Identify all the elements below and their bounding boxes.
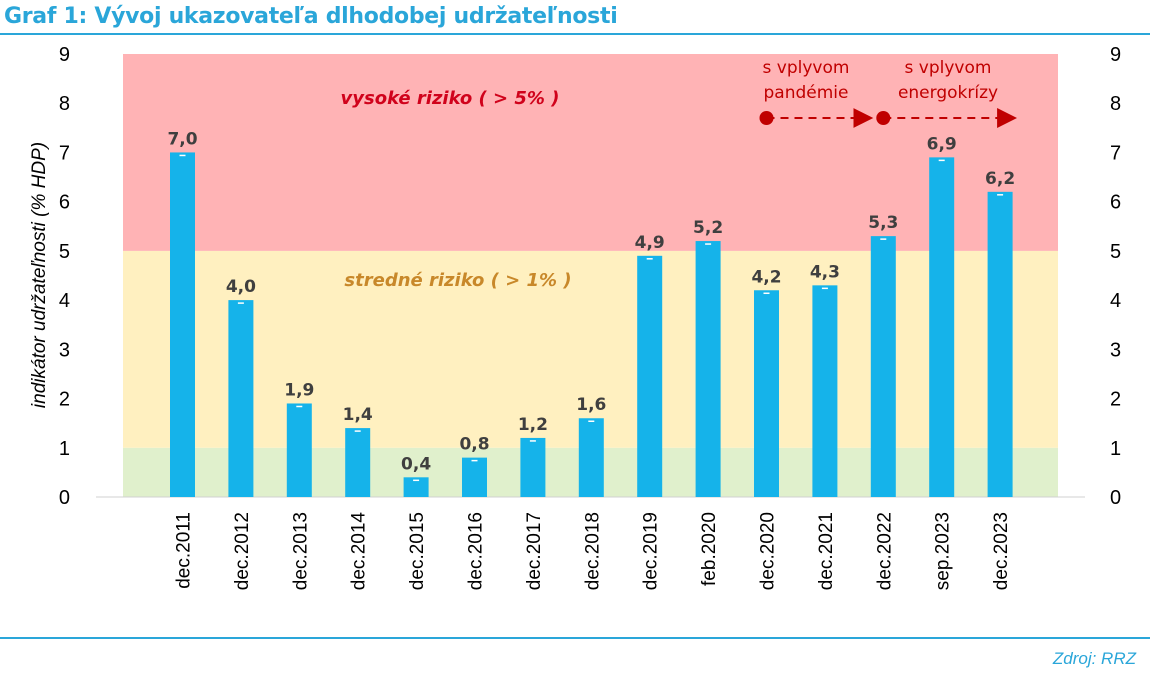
annotation-label-line2: pandémie xyxy=(764,83,849,103)
zone-high-label: vysoké riziko ( > 5% ) xyxy=(341,88,560,109)
x-tick-label: dec.2020 xyxy=(758,512,779,590)
x-tick-label: feb.2020 xyxy=(699,512,720,586)
data-label: 6,2 xyxy=(985,169,1015,189)
x-tick-label: dec.2012 xyxy=(232,512,253,590)
bar-dec.2011 xyxy=(170,152,195,497)
bar-dec.2017 xyxy=(520,437,546,497)
x-tick-label: dec.2021 xyxy=(816,512,837,590)
y-tick-right: 0 xyxy=(1110,487,1121,509)
data-label: 5,3 xyxy=(868,213,898,233)
bar-dec.2016 xyxy=(462,457,487,497)
data-label: 4,3 xyxy=(810,262,840,282)
bar-dec.2020 xyxy=(754,290,779,497)
zone-medium-risk xyxy=(123,250,1058,448)
annotation-start-dot xyxy=(759,111,774,125)
y-tick-left: 8 xyxy=(59,93,70,115)
bar-dec.2023 xyxy=(987,191,1013,498)
bar-dec.2015 xyxy=(403,477,429,497)
title-divider xyxy=(0,33,1150,35)
y-axis-label: indikátor udržateľnosti (% HDP) xyxy=(29,142,50,408)
zone-mid-label: stredné riziko ( > 1% ) xyxy=(344,270,571,291)
bar-dec.2013 xyxy=(286,403,312,497)
y-tick-right: 9 xyxy=(1110,44,1121,66)
bar-dec.2018 xyxy=(578,418,604,497)
x-tick-label: dec.2018 xyxy=(582,512,603,590)
y-tick-right: 2 xyxy=(1110,389,1121,411)
y-tick-right: 6 xyxy=(1110,192,1121,214)
y-tick-right: 4 xyxy=(1110,290,1121,312)
data-label: 6,9 xyxy=(927,134,957,154)
data-label: 1,2 xyxy=(518,415,548,435)
y-tick-left: 3 xyxy=(59,339,70,361)
data-label: 1,9 xyxy=(284,380,314,400)
annotation-label-line1: s vplyvom xyxy=(905,58,992,78)
x-tick-label: dec.2022 xyxy=(874,512,895,590)
y-tick-left: 9 xyxy=(59,44,70,66)
x-tick-label: dec.2017 xyxy=(524,512,545,590)
data-label: 4,2 xyxy=(751,267,781,287)
bar-sep.2023 xyxy=(929,157,955,497)
y-tick-right: 1 xyxy=(1110,438,1121,460)
y-tick-left: 1 xyxy=(59,438,70,460)
annotation-label-line2: energokrízy xyxy=(898,83,998,103)
bar-dec.2012 xyxy=(228,300,254,497)
x-tick-label: dec.2023 xyxy=(991,512,1012,590)
y-tick-right: 5 xyxy=(1110,241,1121,263)
x-tick-label: dec.2016 xyxy=(466,512,487,590)
bar-dec.2021 xyxy=(812,285,838,497)
x-tick-label: dec.2011 xyxy=(174,512,195,589)
data-label: 1,6 xyxy=(576,395,606,415)
data-label: 4,9 xyxy=(635,233,665,253)
data-label: 0,8 xyxy=(459,435,489,455)
bar-dec.2019 xyxy=(637,255,663,497)
data-label: 4,0 xyxy=(226,277,256,297)
chart-title: Graf 1: Vývoj ukazovateľa dlhodobej udrž… xyxy=(4,4,618,29)
x-tick-label: sep.2023 xyxy=(933,512,954,590)
y-tick-left: 0 xyxy=(59,487,70,509)
x-tick-label: dec.2019 xyxy=(641,512,662,590)
source-note: Zdroj: RRZ xyxy=(1052,649,1136,668)
x-tick-label: dec.2014 xyxy=(349,512,370,591)
bar-feb.2020 xyxy=(695,241,721,497)
x-tick-label: dec.2013 xyxy=(290,512,311,590)
bar-dec.2014 xyxy=(345,428,371,497)
data-label: 5,2 xyxy=(693,218,723,238)
y-tick-left: 4 xyxy=(59,290,70,312)
data-label: 7,0 xyxy=(167,129,197,149)
annotation-start-dot xyxy=(876,111,891,125)
bar-dec.2022 xyxy=(870,236,896,497)
y-tick-left: 5 xyxy=(59,241,70,263)
y-tick-left: 7 xyxy=(59,142,70,164)
y-tick-right: 8 xyxy=(1110,93,1121,115)
y-tick-right: 3 xyxy=(1110,339,1121,361)
footer-divider xyxy=(0,637,1150,639)
zone-high-risk xyxy=(123,54,1058,251)
x-tick-label: dec.2015 xyxy=(407,512,428,590)
data-label: 0,4 xyxy=(401,454,431,474)
y-tick-left: 6 xyxy=(59,192,70,214)
y-tick-left: 2 xyxy=(59,389,70,411)
data-label: 1,4 xyxy=(343,405,373,425)
y-tick-right: 7 xyxy=(1110,142,1121,164)
annotation-label-line1: s vplyvom xyxy=(763,58,850,78)
